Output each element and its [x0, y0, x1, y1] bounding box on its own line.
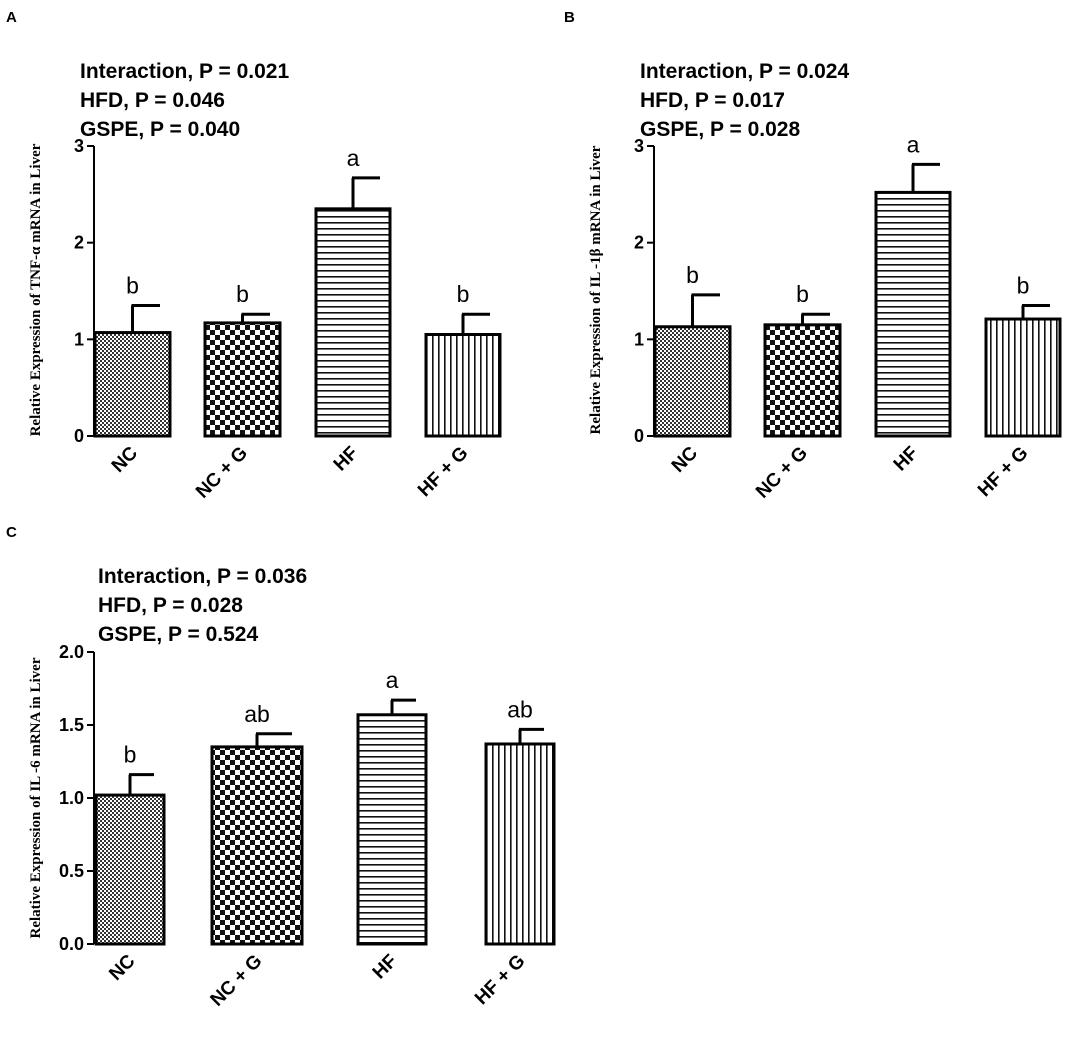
y-tick-label: 1 [74, 329, 84, 349]
significance-letter: ab [507, 696, 533, 722]
plot-area-c: 0.0 0.5 1.0 1.5 2.0 b NC ab NC + G a HF ab HF + G [59, 642, 556, 1011]
stat-line-1: Interaction, P = 0.036 [98, 565, 307, 588]
y-tick-label: 1.0 [59, 788, 84, 808]
category-label: HF [890, 443, 923, 476]
bar-nc-g [203, 321, 282, 438]
significance-letter: b [686, 262, 699, 288]
y-tick-label: 0 [634, 426, 644, 446]
category-label: HF + G [974, 443, 1033, 502]
bar-nc-g [763, 323, 842, 438]
stat-line-1: Interaction, P = 0.024 [640, 60, 849, 83]
panel-c: C Interaction, P = 0.036 HFD, P = 0.028 … [6, 524, 556, 1011]
category-label: HF [330, 443, 363, 476]
significance-letter: ab [244, 701, 270, 727]
y-tick-label: 0.0 [59, 934, 84, 954]
y-tick-label: 3 [74, 136, 84, 156]
category-label: NC + G [752, 443, 812, 503]
category-label: NC [105, 950, 139, 984]
bar-nc-g [210, 745, 304, 946]
y-tick-label: 1.5 [59, 715, 84, 735]
category-label: NC + G [192, 443, 252, 503]
stat-line-3: GSPE, P = 0.524 [98, 623, 258, 646]
y-tick-label: 0 [74, 426, 84, 446]
bar-nc [653, 325, 732, 438]
panel-a: A Interaction, P = 0.021 HFD, P = 0.046 … [6, 9, 502, 503]
significance-letter: b [457, 281, 470, 307]
bar-hf [356, 713, 428, 946]
category-label: NC + G [207, 951, 267, 1011]
significance-letter: b [796, 281, 809, 307]
significance-letter: b [1017, 273, 1030, 299]
category-label: NC [108, 442, 142, 476]
bar-hf-g [484, 742, 556, 946]
plot-area-b: 0 1 2 3 b NC b NC + G a HF b HF + G [634, 131, 1062, 503]
stat-line-1: Interaction, P = 0.021 [80, 60, 289, 83]
bar-nc [93, 331, 172, 438]
bar-hf [314, 207, 392, 438]
bar-hf-g [984, 317, 1062, 438]
category-label: HF [369, 951, 402, 984]
y-tick-label: 2.0 [59, 642, 84, 662]
y-tick-label: 2 [74, 233, 84, 253]
significance-letter: a [347, 145, 360, 171]
y-tick-label: 3 [634, 136, 644, 156]
significance-letter: b [126, 273, 139, 299]
stat-line-2: HFD, P = 0.046 [80, 89, 225, 112]
category-label: HF + G [414, 443, 473, 502]
significance-letter: a [386, 667, 399, 693]
y-tick-label: 0.5 [59, 861, 84, 881]
y-axis-label: Relative Expression of TNF-α mRNA in Liv… [28, 143, 44, 436]
category-label: HF + G [471, 951, 530, 1010]
y-axis-label: Relative Expression of IL -1β mRNA in Li… [588, 145, 604, 434]
panel-letter-c: C [6, 524, 17, 541]
y-tick-label: 2 [634, 233, 644, 253]
y-tick-label: 1 [634, 329, 644, 349]
panel-letter-b: B [564, 9, 575, 26]
bar-nc [94, 793, 166, 946]
bar-hf [874, 190, 952, 438]
significance-letter: b [124, 742, 137, 768]
bar-hf-g [424, 333, 502, 438]
category-label: NC [668, 442, 702, 476]
panel-b: B Interaction, P = 0.024 HFD, P = 0.017 … [564, 9, 1062, 503]
significance-letter: b [236, 281, 249, 307]
stat-line-2: HFD, P = 0.017 [640, 89, 785, 112]
y-axis-label: Relative Expression of IL -6 mRNA in Liv… [28, 657, 44, 938]
panel-letter-a: A [6, 9, 17, 26]
significance-letter: a [907, 131, 920, 157]
stat-line-3: GSPE, P = 0.040 [80, 118, 240, 141]
stat-line-2: HFD, P = 0.028 [98, 594, 243, 617]
stat-line-3: GSPE, P = 0.028 [640, 118, 800, 141]
plot-area-a: 0 1 2 3 b NC b NC + G a HF b HF + G [74, 136, 502, 503]
